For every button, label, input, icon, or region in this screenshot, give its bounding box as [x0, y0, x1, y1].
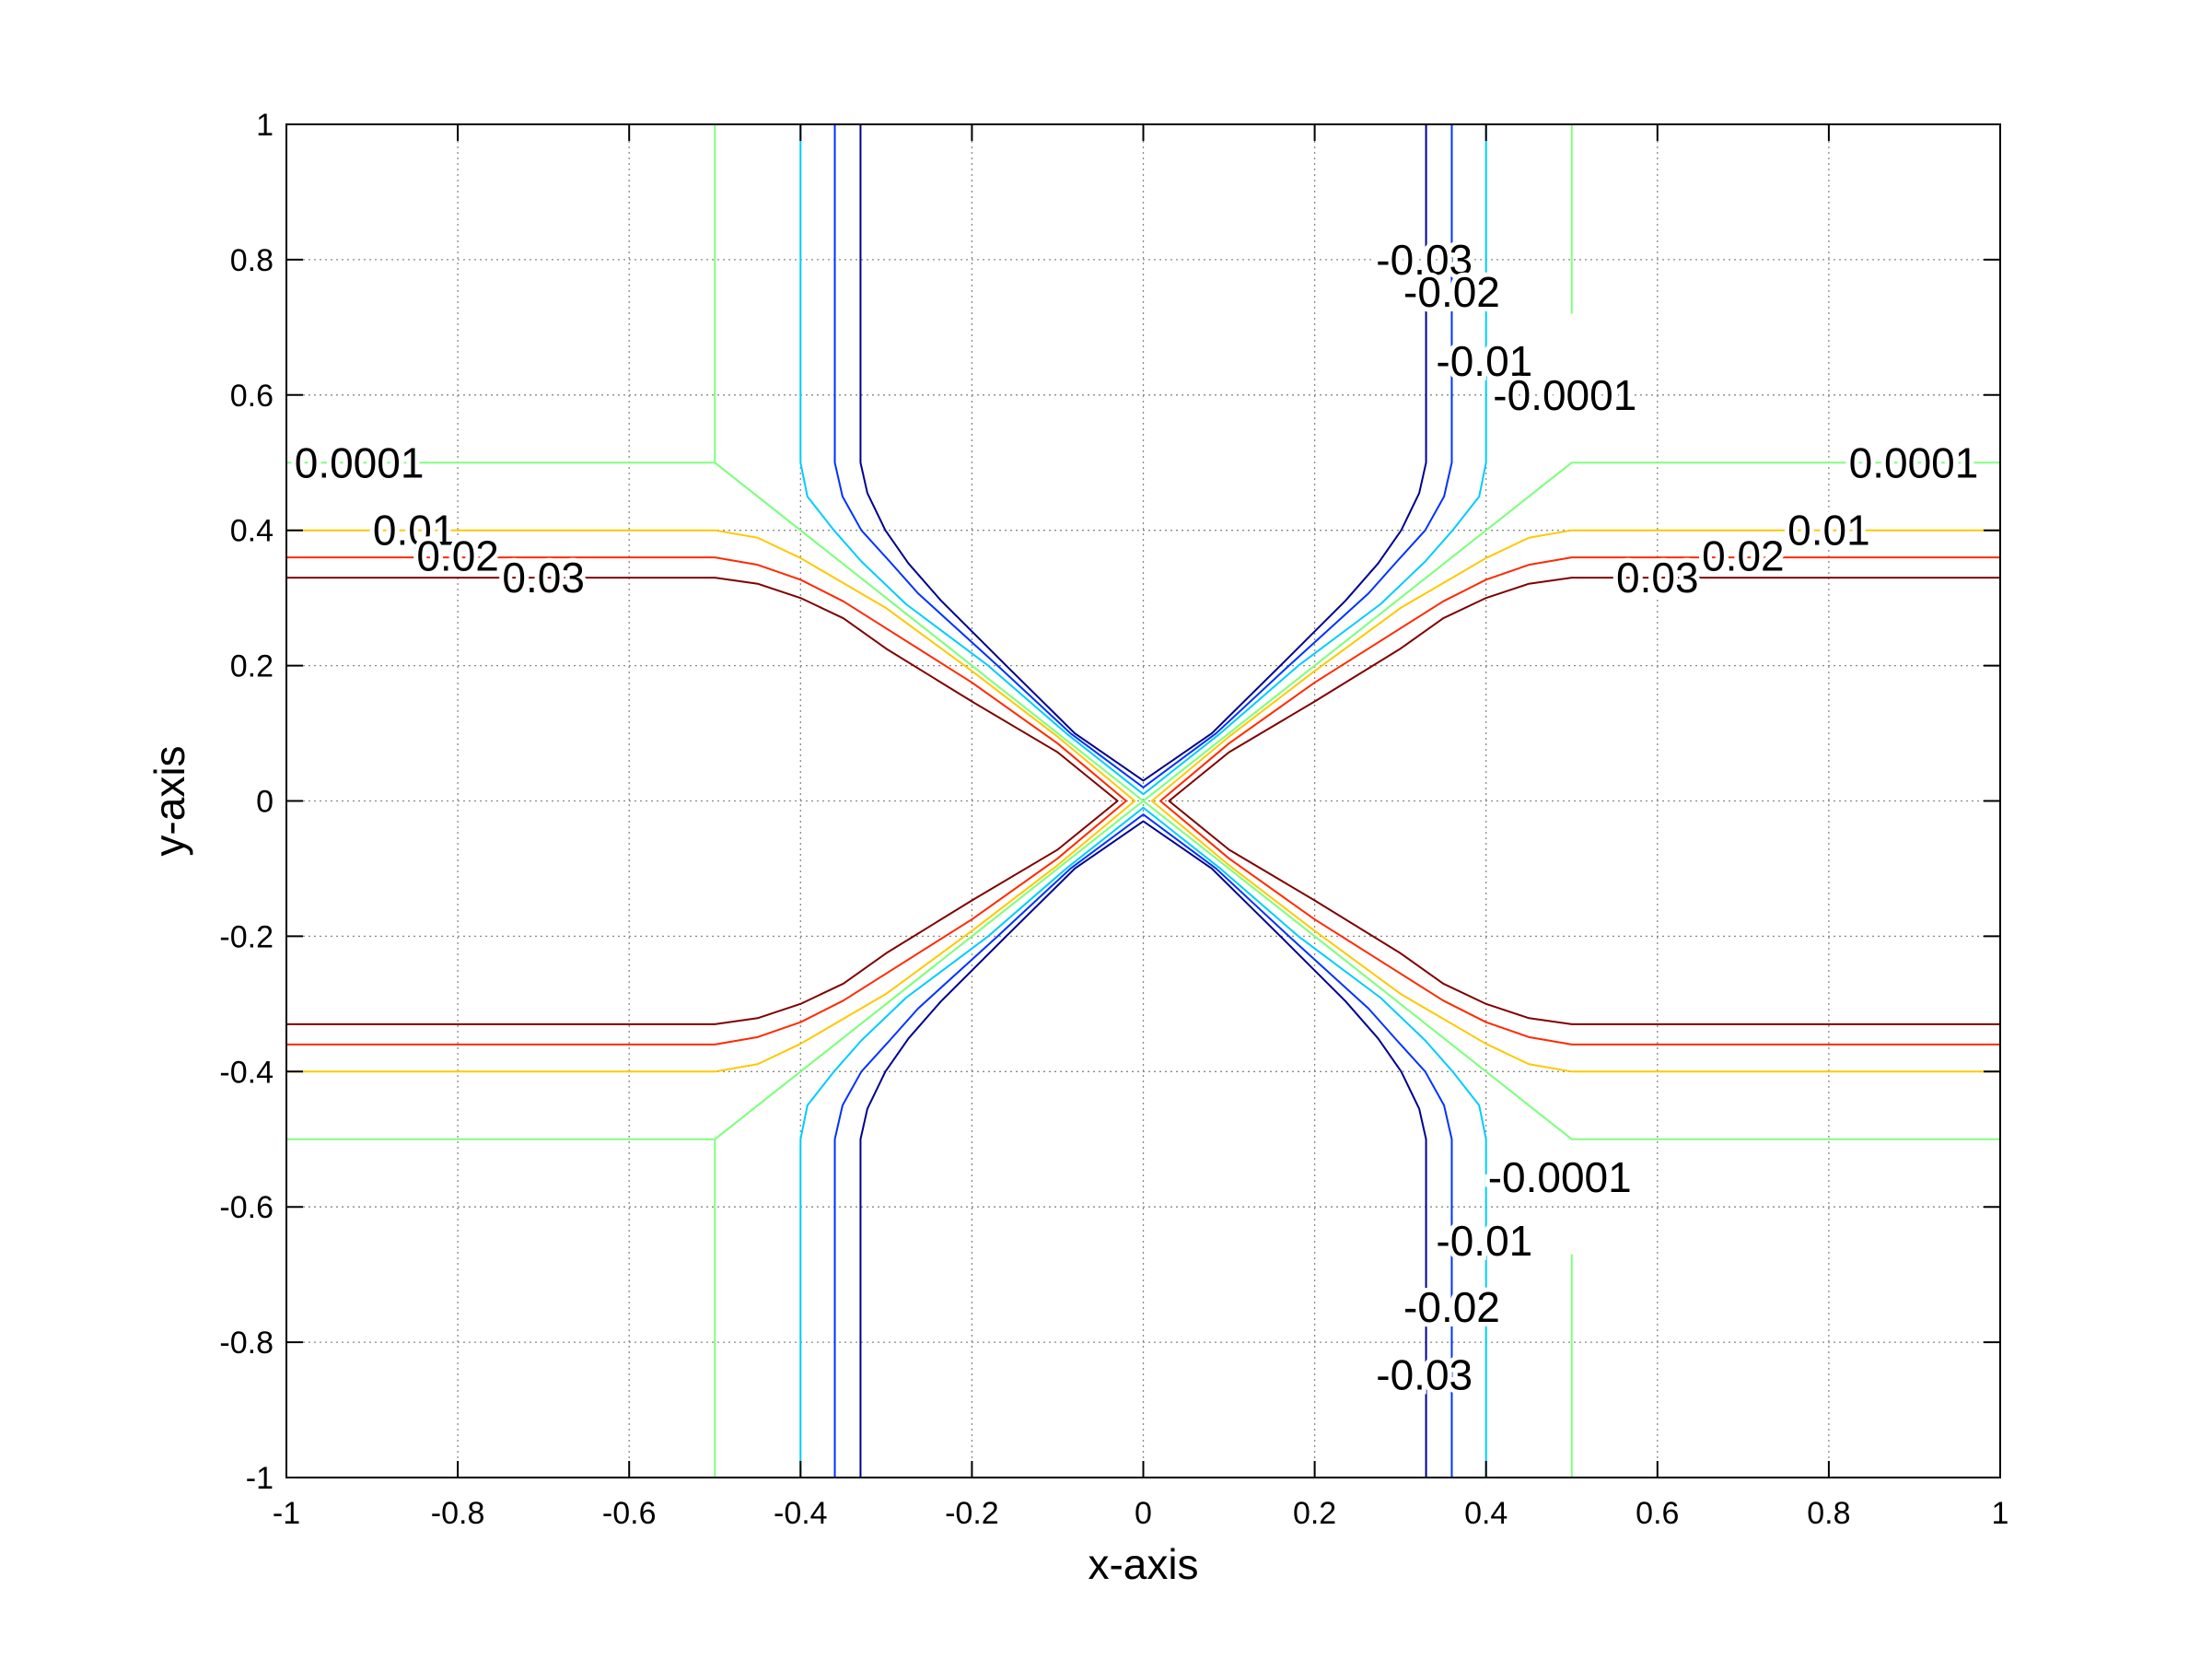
x-tick-label: 0 [1135, 1496, 1152, 1531]
contour-line-neg0p02 [833, 813, 1453, 1478]
y-tick-label: -0.4 [219, 1055, 274, 1090]
contour-line-0p02 [286, 556, 1127, 1046]
x-tick-label: -0.8 [431, 1496, 485, 1531]
contour-label: -0.0001 [1493, 371, 1636, 419]
x-tick-label: -0.2 [945, 1496, 999, 1531]
contour-label: -0.01 [1436, 337, 1532, 385]
x-tick-label: 0.4 [1464, 1496, 1508, 1531]
contour-label: 0.02 [1702, 532, 1785, 580]
x-tick-label: -0.4 [774, 1496, 828, 1531]
x-tick-label: 0.6 [1636, 1496, 1679, 1531]
contour-line-0p03 [1168, 577, 2000, 1025]
ticks: -1 -0.8 -0.6 -0.4 -0.2 0 0.2 0.4 0.6 0.8 1 -1 -0.8 -0… [219, 108, 2008, 1531]
x-axis-label: x-axis [1088, 1540, 1198, 1588]
x-tick-label: -0.6 [602, 1496, 657, 1531]
y-tick-label: 0.4 [230, 514, 274, 549]
x-tick-label: 0.8 [1807, 1496, 1850, 1531]
contour-label: 0.01 [373, 507, 456, 555]
contour-label: -0.01 [1436, 1217, 1532, 1265]
contour-line-0p03 [286, 577, 1119, 1025]
contour-line-neg0p03 [859, 124, 1427, 782]
contour-label: -0.03 [1376, 1350, 1473, 1398]
x-tick-label: 0.2 [1293, 1496, 1336, 1531]
y-tick-label: -0.6 [219, 1190, 274, 1225]
contour-label: 0.02 [416, 532, 499, 580]
contour-line-neg0p01 [799, 806, 1487, 1478]
contour-label: -0.03 [1376, 236, 1473, 284]
y-tick-label: 0.6 [230, 379, 274, 414]
contour-label: 0.01 [1787, 507, 1870, 555]
contour-lines [286, 124, 2000, 1478]
contour-label: -0.0001 [1488, 1153, 1632, 1201]
contour-line-0p02 [1159, 556, 2000, 1046]
y-tick-label: -0.8 [219, 1326, 274, 1361]
contour-line-neg0p02 [833, 124, 1453, 789]
y-axis-label: y-axis [146, 745, 193, 856]
x-tick-label: 1 [1992, 1496, 2009, 1531]
y-tick-label: -1 [246, 1461, 274, 1496]
contour-label: 0.03 [502, 554, 585, 602]
contour-line-0p01 [286, 529, 1136, 1073]
contour-line-neg0p0001 [714, 800, 1573, 1478]
contour-label: 0.0001 [1849, 438, 1979, 486]
contour-line-0p01 [1150, 529, 2000, 1073]
contour-label: -0.02 [1403, 1283, 1500, 1331]
contour-label: 0.0001 [295, 438, 425, 486]
y-tick-label: 1 [256, 108, 274, 143]
y-tick-label: -0.2 [219, 919, 274, 954]
x-tick-label: -1 [273, 1496, 300, 1531]
contour-label: -0.02 [1403, 268, 1500, 316]
y-tick-label: 0 [256, 785, 274, 820]
y-tick-label: 0.8 [230, 243, 274, 278]
contour-line-neg0p03 [859, 820, 1427, 1478]
contour-line-neg0p01 [799, 124, 1487, 796]
contour-line-neg0p0001 [714, 124, 1573, 802]
contour-label: 0.03 [1616, 554, 1699, 602]
y-tick-label: 0.2 [230, 649, 274, 684]
